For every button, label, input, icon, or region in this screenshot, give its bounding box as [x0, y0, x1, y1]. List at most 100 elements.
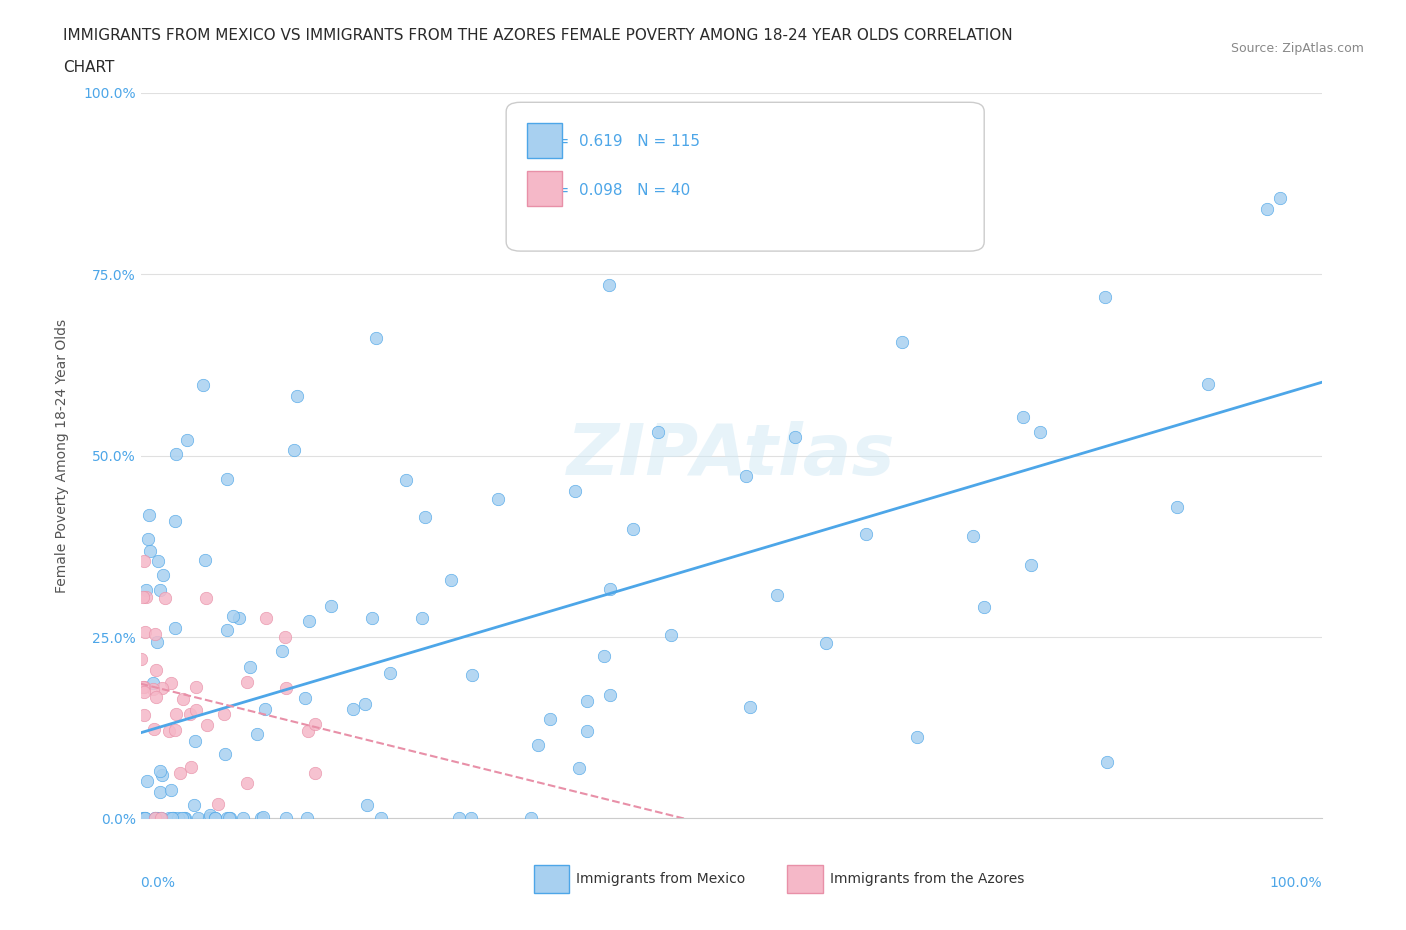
Point — [207, 797, 229, 812]
Point — [212, 707, 235, 722]
Point — [356, 798, 378, 813]
Point — [145, 662, 167, 677]
Point — [159, 782, 181, 797]
Point — [172, 811, 194, 826]
Point — [460, 811, 482, 826]
Point — [647, 425, 669, 440]
Point — [238, 659, 260, 674]
Point — [148, 785, 170, 800]
Point — [136, 773, 159, 788]
Point — [217, 811, 239, 826]
Point — [1094, 289, 1116, 304]
Point — [460, 668, 482, 683]
Text: CHART: CHART — [63, 60, 115, 75]
Point — [599, 581, 621, 596]
Point — [174, 811, 197, 826]
Point — [143, 811, 166, 826]
Point — [276, 681, 298, 696]
Point — [395, 472, 418, 487]
Point — [254, 611, 277, 626]
Point — [142, 681, 165, 696]
Text: ZIPAtlas: ZIPAtlas — [567, 421, 896, 490]
Point — [145, 635, 167, 650]
Point — [973, 600, 995, 615]
Point — [157, 811, 180, 826]
Point — [599, 688, 621, 703]
Point — [160, 811, 183, 826]
Point — [138, 508, 160, 523]
Point — [198, 811, 221, 826]
Point — [132, 680, 155, 695]
Point — [165, 446, 187, 461]
Point — [304, 716, 326, 731]
Point — [246, 726, 269, 741]
Point — [236, 776, 259, 790]
Point — [132, 590, 155, 604]
Point — [150, 811, 173, 826]
Point — [1029, 425, 1052, 440]
Point — [134, 811, 156, 826]
Point — [195, 718, 218, 733]
Point — [319, 598, 342, 613]
Text: 0.0%: 0.0% — [141, 876, 176, 890]
Point — [214, 746, 236, 761]
Point — [891, 335, 914, 350]
Point — [905, 729, 928, 744]
Point — [253, 701, 276, 716]
Point — [134, 811, 156, 826]
Point — [222, 608, 245, 623]
Point — [162, 811, 184, 826]
Point — [354, 697, 377, 711]
Point — [143, 811, 166, 826]
Point — [169, 765, 191, 780]
Point — [184, 680, 207, 695]
Point — [198, 807, 221, 822]
Point — [134, 625, 156, 640]
Point — [576, 694, 599, 709]
Point — [187, 811, 209, 826]
Point — [283, 443, 305, 458]
Point — [165, 706, 187, 721]
Point — [204, 811, 226, 826]
Point — [218, 811, 240, 826]
Point — [252, 809, 274, 824]
Point — [129, 651, 152, 666]
Point — [285, 389, 308, 404]
Point — [855, 526, 877, 541]
Point — [370, 811, 392, 826]
Point — [765, 587, 787, 602]
Point — [183, 797, 205, 812]
Point — [162, 811, 184, 826]
Text: 100.0%: 100.0% — [1270, 876, 1322, 890]
Point — [294, 691, 316, 706]
Point — [139, 544, 162, 559]
Point — [364, 331, 387, 346]
Point — [520, 811, 543, 826]
Point — [1021, 558, 1043, 573]
Text: Source: ZipAtlas.com: Source: ZipAtlas.com — [1230, 42, 1364, 55]
Point — [172, 691, 194, 706]
Point — [132, 811, 155, 826]
Point — [215, 622, 238, 637]
Point — [159, 675, 181, 690]
Point — [1166, 500, 1188, 515]
Point — [783, 430, 806, 445]
Point — [163, 620, 186, 635]
Point — [298, 613, 321, 628]
Point — [157, 724, 180, 738]
Point — [527, 737, 550, 752]
Point — [304, 765, 326, 780]
Point — [150, 767, 173, 782]
Point — [449, 811, 471, 826]
Point — [131, 811, 153, 826]
Point — [380, 666, 402, 681]
Point — [273, 630, 295, 644]
Point — [297, 811, 319, 826]
Text: Immigrants from Mexico: Immigrants from Mexico — [576, 871, 745, 886]
Point — [738, 699, 761, 714]
Point — [411, 610, 433, 625]
Point — [179, 707, 201, 722]
Point — [176, 432, 198, 447]
Point — [274, 811, 297, 826]
Point — [815, 636, 838, 651]
